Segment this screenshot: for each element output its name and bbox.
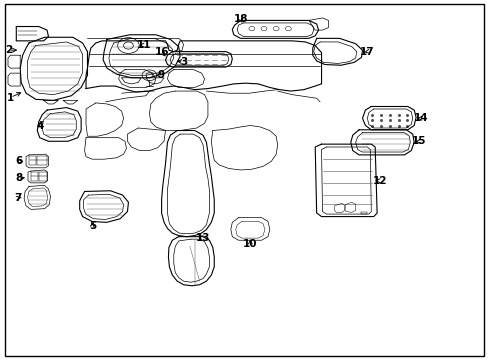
Text: 1: 1: [7, 93, 14, 103]
Text: 18: 18: [233, 14, 247, 24]
Text: 5: 5: [88, 221, 96, 231]
Text: 4: 4: [37, 121, 44, 131]
Text: 16: 16: [154, 46, 168, 57]
Text: 10: 10: [243, 239, 257, 249]
Text: 15: 15: [411, 136, 426, 146]
Text: 17: 17: [359, 46, 374, 57]
Text: 9: 9: [157, 70, 164, 80]
Text: 7: 7: [15, 193, 22, 203]
Text: 6: 6: [16, 156, 23, 166]
Text: 13: 13: [195, 233, 210, 243]
Text: 8: 8: [16, 173, 23, 183]
Text: 12: 12: [372, 176, 386, 186]
Text: 14: 14: [413, 113, 427, 123]
Text: 3: 3: [180, 57, 187, 67]
Text: 11: 11: [137, 40, 151, 50]
Text: 2: 2: [5, 45, 12, 55]
